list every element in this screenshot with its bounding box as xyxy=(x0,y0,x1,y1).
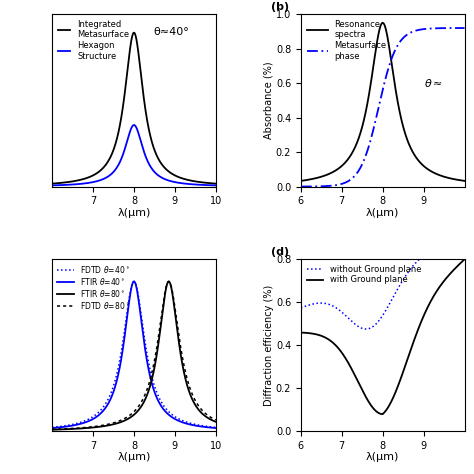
Legend: FDTD $\theta$=40$^\circ$, FTIR $\theta$=40$^\circ$, FTIR $\theta$=80$^\circ$, FD: FDTD $\theta$=40$^\circ$, FTIR $\theta$=… xyxy=(56,263,130,312)
Legend: Resonance
spectra, Metasurface
phase: Resonance spectra, Metasurface phase xyxy=(305,18,388,62)
X-axis label: λ(μm): λ(μm) xyxy=(366,453,400,463)
Text: (b): (b) xyxy=(272,2,290,12)
X-axis label: λ(μm): λ(μm) xyxy=(366,208,400,218)
Legend: without Ground plane, with Ground plane: without Ground plane, with Ground plane xyxy=(305,263,423,286)
Y-axis label: Diffraction efficiency (%): Diffraction efficiency (%) xyxy=(264,284,274,406)
Y-axis label: Absorbance (%): Absorbance (%) xyxy=(263,62,273,139)
Text: θ≈40°: θ≈40° xyxy=(154,27,189,37)
X-axis label: λ(μm): λ(μm) xyxy=(117,208,151,218)
Text: (d): (d) xyxy=(272,247,290,257)
X-axis label: λ(μm): λ(μm) xyxy=(117,453,151,463)
Text: $\theta$$\approx$: $\theta$$\approx$ xyxy=(424,77,443,89)
Legend: Integrated
Metasurface, Hexagon
Structure: Integrated Metasurface, Hexagon Structur… xyxy=(56,18,131,62)
